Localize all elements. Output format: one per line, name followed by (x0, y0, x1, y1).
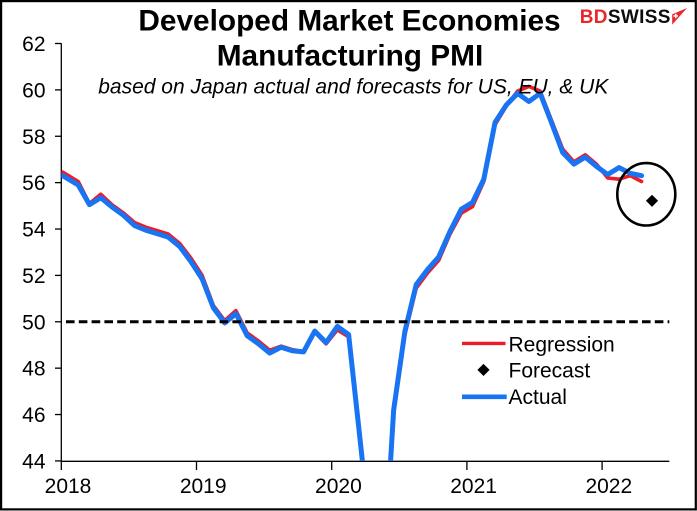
svg-text:Manufacturing PMI: Manufacturing PMI (217, 39, 484, 72)
svg-text:60: 60 (22, 79, 45, 102)
svg-text:2021: 2021 (450, 475, 497, 498)
svg-text:Developed Market Economies: Developed Market Economies (138, 5, 560, 38)
svg-text:2022: 2022 (585, 475, 632, 498)
svg-text:Actual: Actual (509, 386, 567, 409)
svg-text:52: 52 (22, 265, 45, 288)
svg-text:based on Japan actual and fore: based on Japan actual and forecasts for … (98, 75, 609, 98)
svg-text:46: 46 (22, 404, 45, 427)
svg-text:50: 50 (22, 311, 45, 334)
svg-text:2020: 2020 (315, 475, 362, 498)
svg-text:44: 44 (22, 450, 46, 473)
svg-text:62: 62 (22, 33, 45, 56)
svg-text:BDSWISS: BDSWISS (580, 7, 671, 28)
svg-text:2018: 2018 (45, 475, 92, 498)
svg-text:48: 48 (22, 358, 45, 381)
svg-text:Forecast: Forecast (509, 360, 591, 383)
svg-text:54: 54 (22, 219, 46, 242)
svg-text:2019: 2019 (180, 475, 227, 498)
svg-text:56: 56 (22, 172, 45, 195)
svg-text:58: 58 (22, 126, 45, 149)
svg-text:Regression: Regression (509, 334, 615, 357)
